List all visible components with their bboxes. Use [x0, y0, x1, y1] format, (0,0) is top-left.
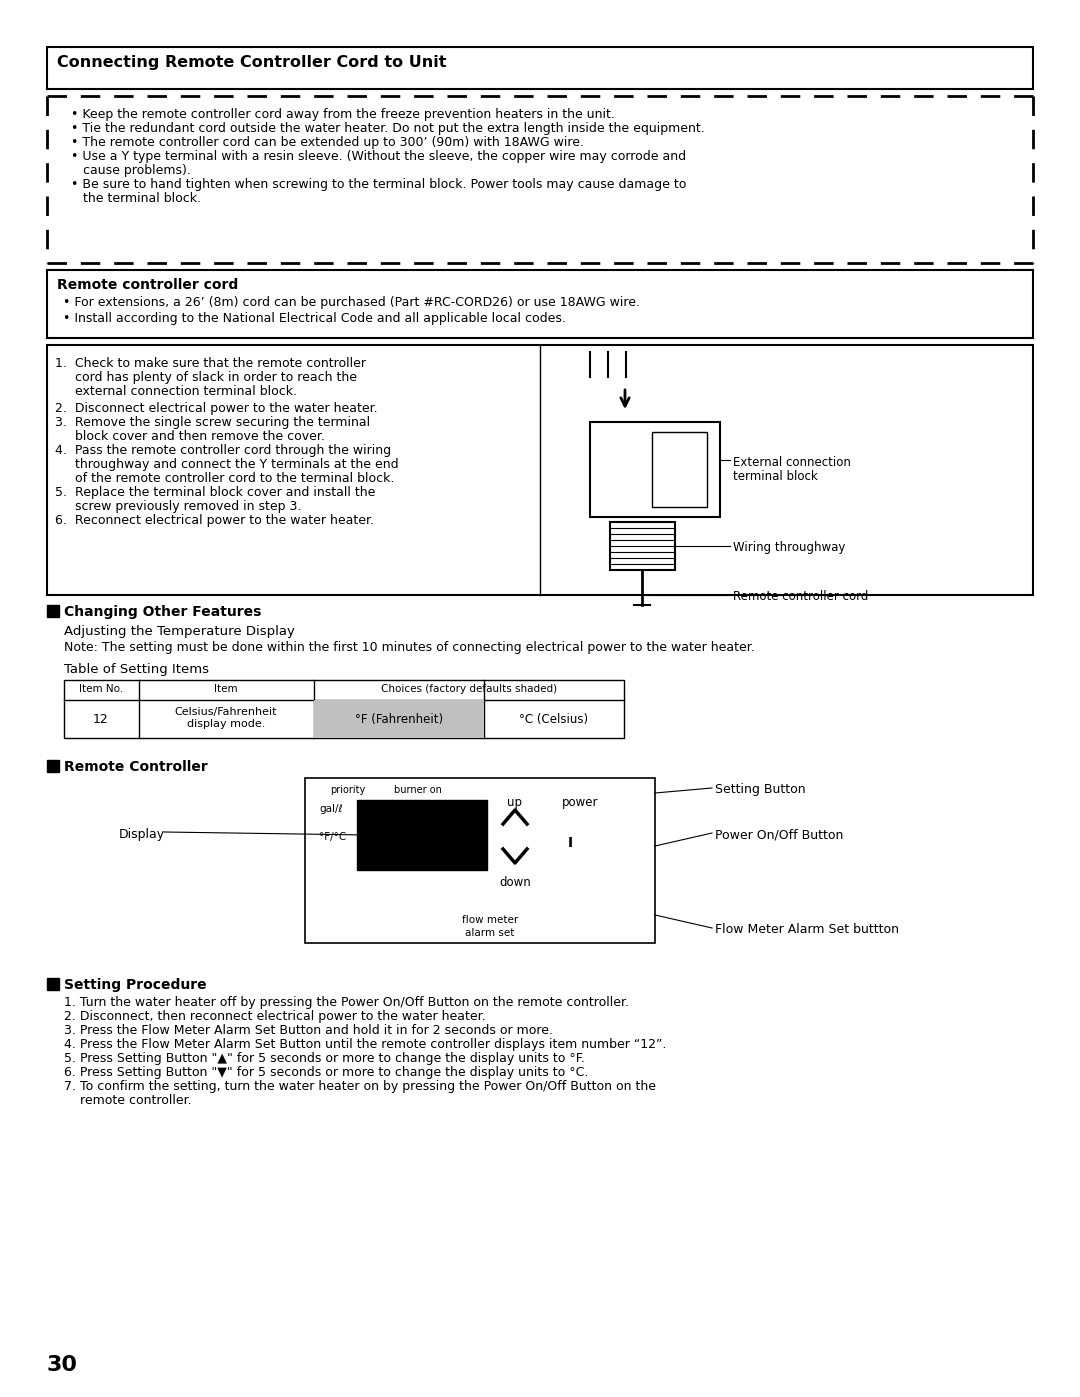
Circle shape	[672, 467, 688, 483]
Circle shape	[566, 809, 576, 819]
Text: priority: priority	[330, 785, 365, 795]
Text: Remote Controller: Remote Controller	[64, 760, 207, 774]
Text: 5.  Replace the terminal block cover and install the: 5. Replace the terminal block cover and …	[55, 486, 376, 499]
Text: throughway and connect the Y terminals at the end: throughway and connect the Y terminals a…	[55, 458, 399, 471]
Text: 7. To confirm the setting, turn the water heater on by pressing the Power On/Off: 7. To confirm the setting, turn the wate…	[64, 1080, 656, 1092]
Text: Display: Display	[119, 828, 165, 841]
Text: Choices (factory defaults shaded): Choices (factory defaults shaded)	[381, 685, 557, 694]
Text: Wiring throughway: Wiring throughway	[733, 541, 846, 555]
Text: Flow Meter Alarm Set buttton: Flow Meter Alarm Set buttton	[715, 923, 899, 936]
Bar	[590, 422, 720, 517]
Circle shape	[608, 440, 627, 460]
Text: 1.  Check to make sure that the remote controller: 1. Check to make sure that the remote co…	[55, 358, 366, 370]
Text: Connecting Remote Controller Cord to Unit: Connecting Remote Controller Cord to Uni…	[57, 54, 446, 70]
Text: cause problems).: cause problems).	[71, 163, 191, 177]
Circle shape	[598, 430, 638, 469]
Circle shape	[555, 828, 588, 861]
Text: cord has plenty of slack in order to reach the: cord has plenty of slack in order to rea…	[55, 372, 357, 384]
Text: 5. Press Setting Button "▲" for 5 seconds or more to change the display units to: 5. Press Setting Button "▲" for 5 second…	[64, 1052, 585, 1065]
Text: Setting Procedure: Setting Procedure	[64, 978, 206, 992]
Text: terminal block: terminal block	[733, 469, 818, 483]
Text: Adjusting the Temperature Display: Adjusting the Temperature Display	[64, 624, 295, 638]
Text: 4.  Pass the remote controller cord through the wiring: 4. Pass the remote controller cord throu…	[55, 444, 391, 457]
Text: • For extensions, a 26’ (8m) cord can be purchased (Part #RC-CORD26) or use 18AW: • For extensions, a 26’ (8m) cord can be…	[63, 296, 640, 309]
Text: gal/ℓ: gal/ℓ	[319, 805, 342, 814]
Bar	[652, 432, 707, 507]
Text: 2.  Disconnect electrical power to the water heater.: 2. Disconnect electrical power to the wa…	[55, 402, 378, 415]
Bar	[48, 47, 1032, 89]
Text: remote controller.: remote controller.	[64, 1094, 191, 1106]
Bar	[610, 522, 675, 570]
Text: • Install according to the National Electrical Code and all applicable local cod: • Install according to the National Elec…	[63, 312, 566, 326]
Text: 30: 30	[48, 1355, 78, 1375]
Text: 4. Press the Flow Meter Alarm Set Button until the remote controller displays it: 4. Press the Flow Meter Alarm Set Button…	[64, 1038, 666, 1051]
Text: °F/°C: °F/°C	[319, 833, 347, 842]
Circle shape	[318, 785, 328, 795]
Text: I: I	[568, 835, 573, 849]
Text: power: power	[562, 796, 598, 809]
Text: • Tie the redundant cord outside the water heater. Do not put the extra length i: • Tie the redundant cord outside the wat…	[71, 122, 705, 136]
Text: flow meter: flow meter	[462, 915, 518, 925]
Text: 12: 12	[93, 712, 109, 726]
Text: °F (Fahrenheit): °F (Fahrenheit)	[355, 712, 443, 726]
Bar	[314, 700, 484, 738]
Text: of the remote controller cord to the terminal block.: of the remote controller cord to the ter…	[55, 472, 394, 485]
Text: 6. Press Setting Button "▼" for 5 seconds or more to change the display units to: 6. Press Setting Button "▼" for 5 second…	[64, 1066, 589, 1078]
Text: burner on: burner on	[394, 785, 442, 795]
Bar	[48, 978, 59, 990]
Text: Remote controller cord: Remote controller cord	[57, 278, 239, 292]
Text: 3. Press the Flow Meter Alarm Set Button and hold it in for 2 seconds or more.: 3. Press the Flow Meter Alarm Set Button…	[64, 1024, 553, 1037]
Text: the terminal block.: the terminal block.	[71, 191, 201, 205]
Circle shape	[672, 441, 688, 458]
Text: 6.  Reconnect electrical power to the water heater.: 6. Reconnect electrical power to the wat…	[55, 514, 374, 527]
Text: 3.  Remove the single screw securing the terminal: 3. Remove the single screw securing the …	[55, 416, 370, 429]
Text: block cover and then remove the cover.: block cover and then remove the cover.	[55, 430, 325, 443]
Text: • Use a Y type terminal with a resin sleeve. (Without the sleeve, the copper wir: • Use a Y type terminal with a resin sle…	[71, 149, 686, 163]
Circle shape	[608, 478, 627, 497]
Text: Changing Other Features: Changing Other Features	[64, 605, 261, 619]
Bar	[48, 270, 1032, 338]
Text: °C (Celsius): °C (Celsius)	[519, 712, 589, 726]
Text: down: down	[499, 876, 531, 888]
Text: Item No.: Item No.	[79, 685, 123, 694]
Text: Note: The setting must be done within the first 10 minutes of connecting electri: Note: The setting must be done within th…	[64, 641, 755, 654]
Text: screw previously removed in step 3.: screw previously removed in step 3.	[55, 500, 301, 513]
Circle shape	[598, 468, 638, 509]
Bar	[48, 345, 1032, 595]
Text: • The remote controller cord can be extended up to 300’ (90m) with 18AWG wire.: • The remote controller cord can be exte…	[71, 136, 584, 149]
Bar	[305, 778, 654, 943]
Text: • Keep the remote controller cord away from the freeze prevention heaters in the: • Keep the remote controller cord away f…	[71, 108, 615, 122]
Bar	[357, 800, 487, 870]
Text: 2. Disconnect, then reconnect electrical power to the water heater.: 2. Disconnect, then reconnect electrical…	[64, 1010, 486, 1023]
Text: • Be sure to hand tighten when screwing to the terminal block. Power tools may c: • Be sure to hand tighten when screwing …	[71, 177, 687, 191]
Text: Item: Item	[214, 685, 238, 694]
Text: 1. Turn the water heater off by pressing the Power On/Off Button on the remote c: 1. Turn the water heater off by pressing…	[64, 996, 629, 1009]
Circle shape	[672, 492, 688, 509]
Bar	[48, 605, 59, 617]
Text: External connection: External connection	[733, 455, 851, 469]
Text: up: up	[508, 796, 523, 809]
Text: Table of Setting Items: Table of Setting Items	[64, 664, 210, 676]
Text: Power On/Off Button: Power On/Off Button	[715, 828, 843, 841]
Text: alarm set: alarm set	[465, 928, 515, 937]
Text: external connection terminal block.: external connection terminal block.	[55, 386, 297, 398]
Bar	[64, 680, 624, 738]
Bar	[48, 760, 59, 773]
Text: Setting Button: Setting Button	[715, 782, 806, 796]
Text: Remote controller cord: Remote controller cord	[733, 590, 868, 604]
Text: Celsius/Fahrenheit
display mode.: Celsius/Fahrenheit display mode.	[175, 707, 278, 729]
Circle shape	[382, 785, 392, 795]
